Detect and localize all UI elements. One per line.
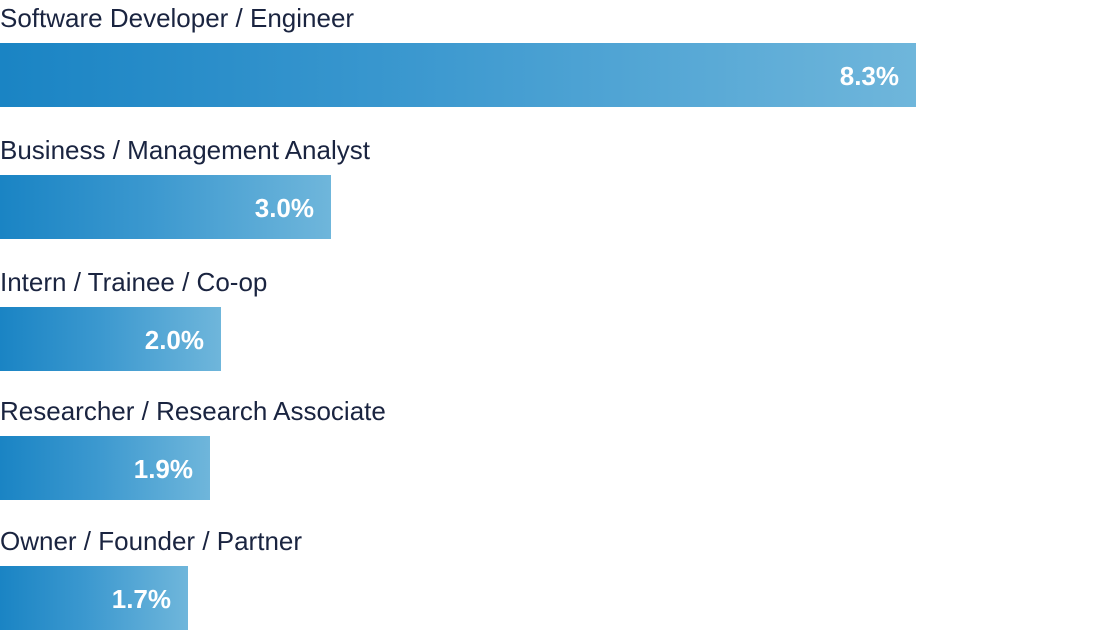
bar-value-label: 1.7% — [111, 584, 171, 614]
category-label: Business / Management Analyst — [0, 135, 370, 165]
bar: 8.3% — [0, 43, 916, 107]
bar-value-label: 8.3% — [839, 61, 899, 91]
category-label: Intern / Trainee / Co-op — [0, 267, 268, 297]
bar: 3.0% — [0, 175, 331, 239]
bar: 1.7% — [0, 566, 188, 630]
category-label: Owner / Founder / Partner — [0, 526, 303, 556]
bar-value-label: 3.0% — [254, 193, 314, 223]
bar: 2.0% — [0, 307, 221, 371]
bar: 1.9% — [0, 436, 210, 500]
bar-value-label: 2.0% — [144, 325, 204, 355]
category-label: Software Developer / Engineer — [0, 3, 355, 33]
bar-value-label: 1.9% — [133, 454, 193, 484]
category-label: Researcher / Research Associate — [0, 396, 386, 426]
